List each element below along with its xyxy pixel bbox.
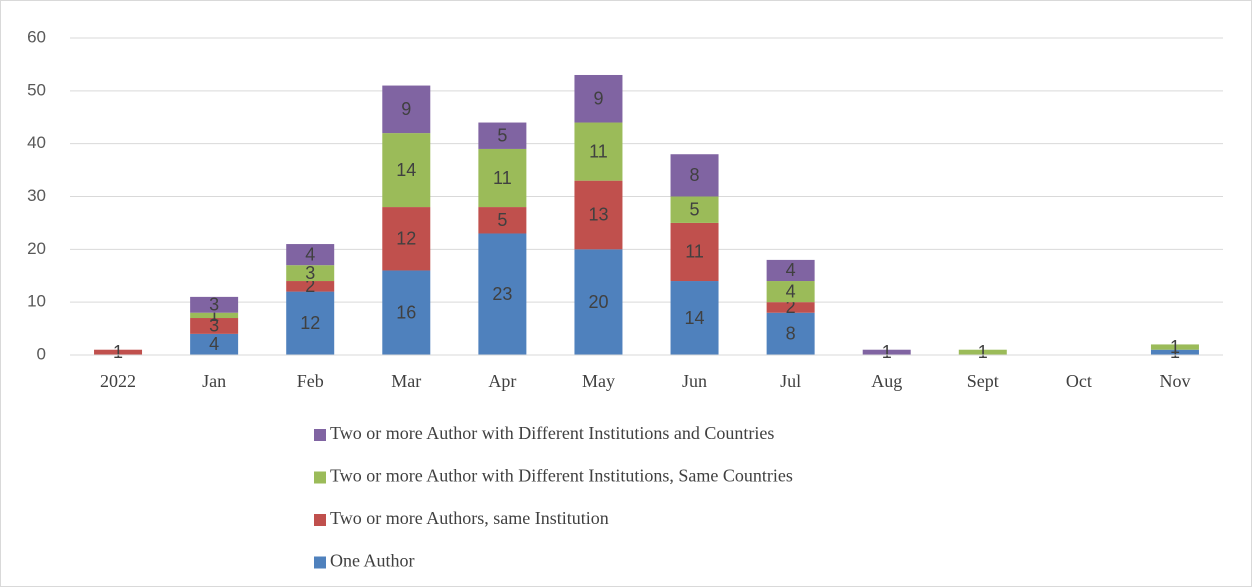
bar-segment bbox=[574, 74, 623, 123]
bar-segment bbox=[190, 333, 239, 355]
data-label: 11 bbox=[685, 242, 704, 262]
bar-segment bbox=[574, 180, 623, 250]
data-label: 8 bbox=[690, 165, 700, 185]
y-tick-label: 20 bbox=[27, 239, 46, 258]
x-tick-label: Oct bbox=[1066, 371, 1092, 391]
bar-segment bbox=[670, 154, 719, 197]
data-label: 14 bbox=[396, 160, 416, 180]
x-tick-label: Feb bbox=[297, 371, 324, 391]
bar-segment bbox=[670, 196, 719, 223]
data-label: 1 bbox=[882, 342, 892, 362]
data-label: 20 bbox=[588, 292, 608, 312]
data-label: 11 bbox=[589, 141, 608, 161]
bar-segment bbox=[766, 312, 815, 355]
bar-segment bbox=[766, 259, 815, 282]
x-tick-label: May bbox=[582, 371, 615, 391]
y-tick-label: 60 bbox=[27, 27, 46, 46]
bar-segment bbox=[382, 207, 431, 271]
bar-segment bbox=[382, 85, 431, 134]
data-label: 13 bbox=[588, 205, 608, 225]
data-label: 2 bbox=[305, 276, 315, 296]
y-tick-label: 30 bbox=[27, 186, 46, 205]
data-label: 3 bbox=[305, 263, 315, 283]
data-label: 5 bbox=[497, 210, 507, 230]
y-tick-label: 40 bbox=[27, 133, 46, 152]
data-label: 9 bbox=[593, 89, 603, 109]
data-label: 1 bbox=[1170, 342, 1180, 362]
bar-segment bbox=[478, 122, 527, 149]
bar-segment bbox=[574, 122, 623, 181]
x-tick-label: Sept bbox=[967, 371, 999, 391]
data-label: 5 bbox=[690, 199, 700, 219]
bar-segment bbox=[190, 296, 239, 313]
data-label: 14 bbox=[685, 308, 705, 328]
data-label: 4 bbox=[786, 260, 796, 280]
data-label: 11 bbox=[493, 168, 512, 188]
bar-segment bbox=[862, 349, 911, 355]
legend-swatch bbox=[314, 514, 326, 526]
bar-segment bbox=[286, 244, 335, 266]
bar-segment bbox=[478, 207, 527, 234]
bar-segment bbox=[286, 291, 335, 355]
legend-swatch bbox=[314, 471, 326, 484]
bar-segment bbox=[286, 281, 335, 292]
bar-segment bbox=[958, 349, 1007, 355]
bar-segment bbox=[190, 318, 239, 334]
data-label: 12 bbox=[300, 313, 320, 333]
legend-label: Two or more Author with Different Instit… bbox=[330, 466, 793, 486]
bar-segment bbox=[478, 148, 527, 208]
legend-swatch bbox=[314, 556, 326, 569]
data-label: 1 bbox=[978, 342, 988, 362]
x-tick-label: Aug bbox=[871, 371, 902, 391]
x-tick-label: Apr bbox=[488, 371, 516, 391]
data-label: 1 bbox=[113, 342, 123, 362]
bar-segment bbox=[478, 233, 527, 355]
bar-segment bbox=[1150, 344, 1199, 350]
bar-segment bbox=[1150, 349, 1199, 355]
legend-label: Two or more Authors, same Institution bbox=[330, 508, 609, 528]
data-label: 3 bbox=[209, 316, 219, 336]
x-tick-label: Jan bbox=[202, 371, 226, 391]
data-label: 16 bbox=[396, 302, 416, 322]
data-label: 3 bbox=[209, 295, 219, 315]
bar-segment bbox=[766, 302, 815, 313]
data-label: 4 bbox=[786, 281, 796, 301]
y-tick-label: 0 bbox=[37, 344, 46, 363]
bar-segment bbox=[574, 249, 623, 355]
y-tick-label: 10 bbox=[27, 292, 46, 311]
bar-segment bbox=[766, 281, 815, 303]
data-label: 2 bbox=[786, 297, 796, 317]
bar-segment bbox=[190, 312, 239, 319]
data-label: 9 bbox=[401, 99, 411, 119]
x-tick-label: Jun bbox=[682, 371, 707, 391]
y-tick-label: 50 bbox=[27, 80, 46, 99]
bar-segment bbox=[670, 281, 719, 355]
legend-swatch bbox=[314, 429, 326, 441]
legend-label: One Author bbox=[330, 551, 415, 571]
bar-segment bbox=[382, 133, 431, 208]
data-label: 12 bbox=[396, 229, 416, 249]
data-label: 23 bbox=[492, 284, 512, 304]
legend-label: Two or more Author with Different Instit… bbox=[330, 423, 774, 443]
x-tick-label: Jul bbox=[780, 371, 801, 391]
data-label: 1 bbox=[1170, 337, 1180, 357]
bar-segment bbox=[286, 265, 335, 282]
x-tick-label: Mar bbox=[391, 371, 421, 391]
data-label: 8 bbox=[786, 324, 796, 344]
x-tick-label: 2022 bbox=[100, 371, 136, 391]
x-tick-label: Nov bbox=[1159, 371, 1190, 391]
data-label: 4 bbox=[305, 244, 315, 264]
bar-segment bbox=[670, 222, 719, 282]
data-label: 1 bbox=[209, 305, 219, 325]
bar-segment bbox=[382, 270, 431, 355]
data-label: 5 bbox=[497, 125, 507, 145]
data-label: 4 bbox=[209, 334, 219, 354]
bar-segment bbox=[94, 349, 143, 355]
